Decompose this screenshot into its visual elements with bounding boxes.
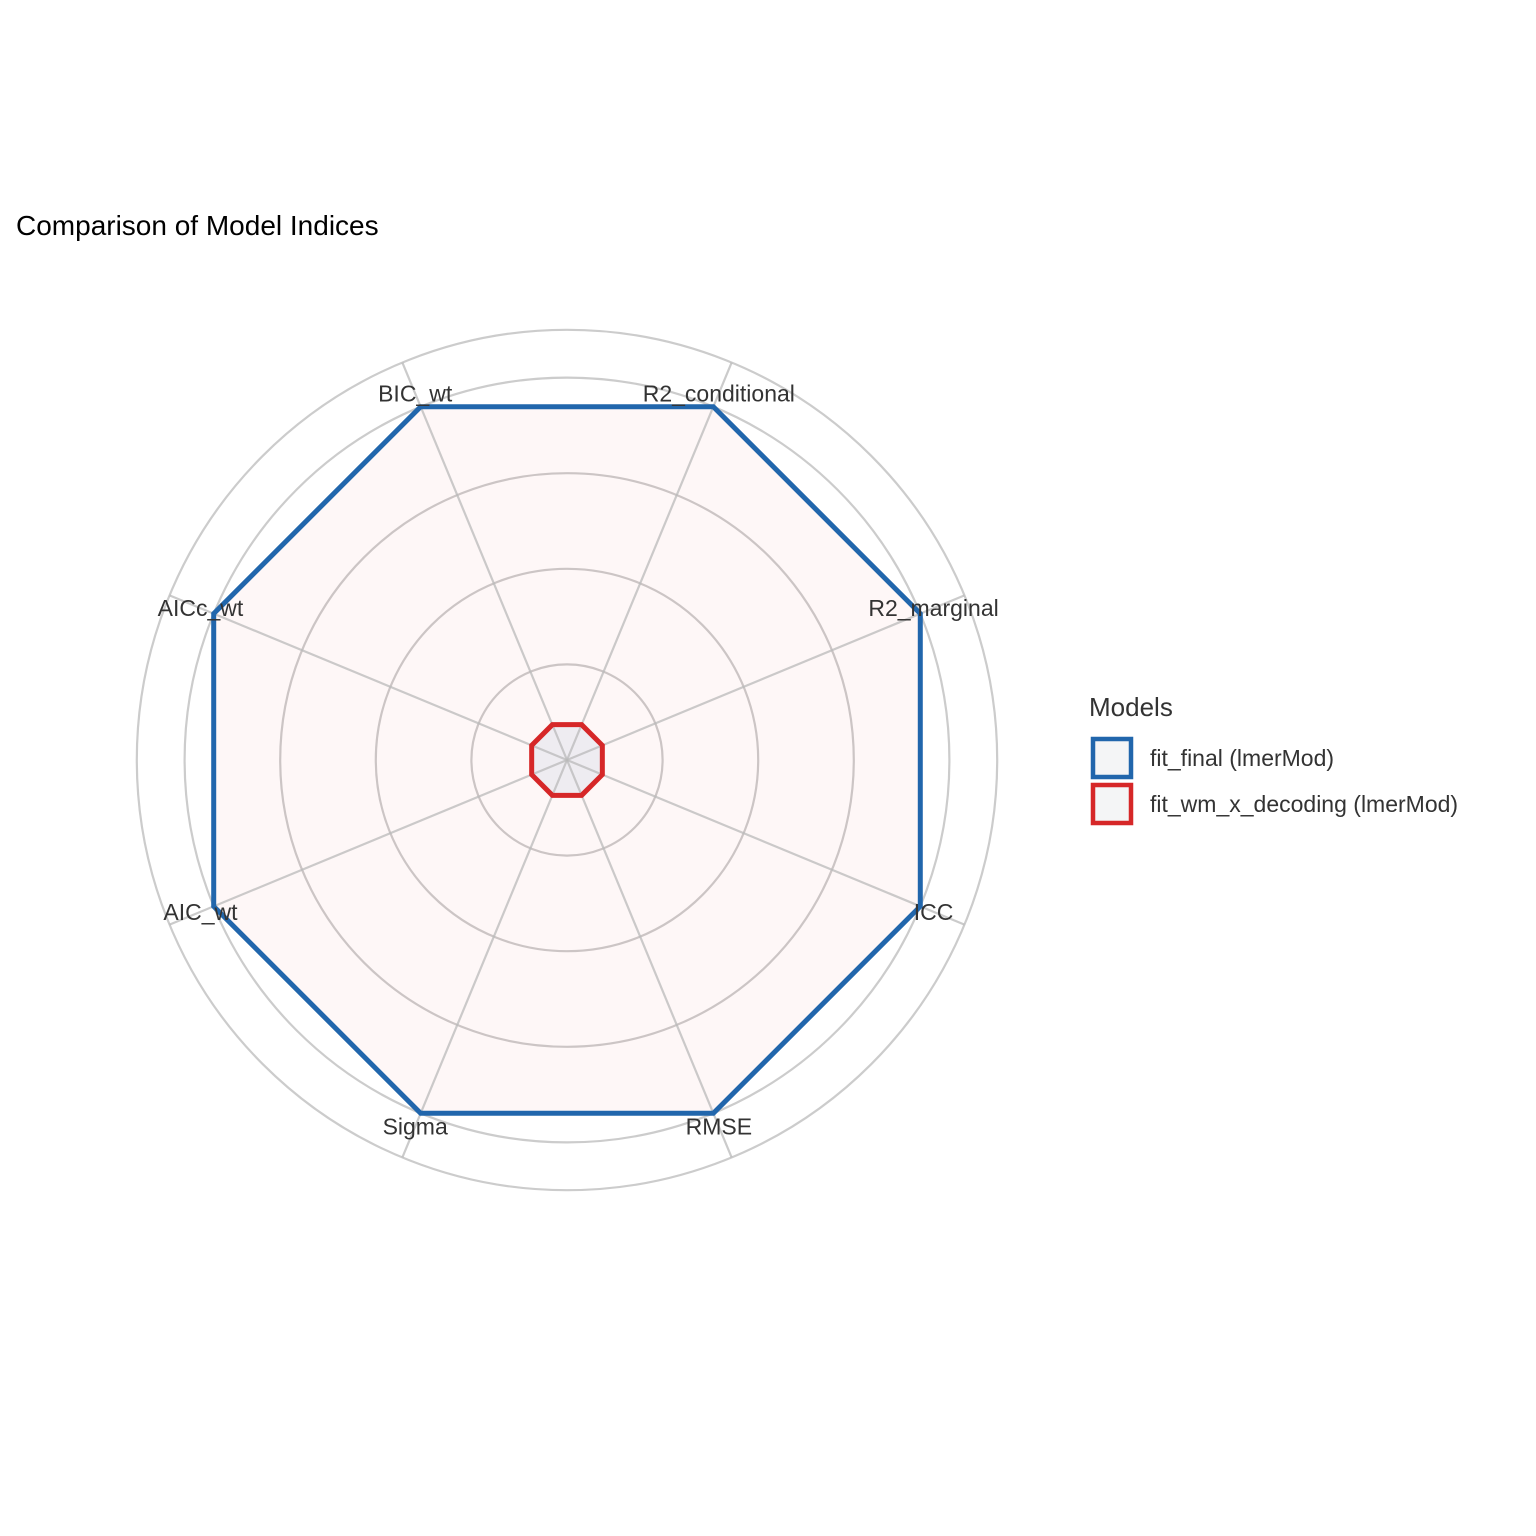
grid-circle-3 xyxy=(279,472,855,1048)
grid-circle-4 xyxy=(183,376,951,1144)
spoke-aicc-wt xyxy=(169,594,568,762)
grid xyxy=(135,328,999,1192)
legend-key-2 xyxy=(1090,782,1134,826)
grid-circle-1 xyxy=(470,663,664,857)
legend-label-1: fit_final (lmerMod) xyxy=(1150,745,1334,771)
legend-key-1 xyxy=(1090,736,1134,780)
spoke-r2-conditional xyxy=(565,362,733,761)
axis-label-r2-conditional: R2_conditional xyxy=(643,380,795,406)
grid-circle-2 xyxy=(374,567,760,953)
axis-labels: R2_conditional R2_marginal ICC RMSE Sigma AIC… xyxy=(158,380,999,1139)
spoke-bic-wt xyxy=(401,362,569,761)
spoke-r2-marginal xyxy=(566,594,965,762)
axis-label-rmse: RMSE xyxy=(686,1114,752,1140)
axis-label-r2-marginal: R2_marginal xyxy=(868,595,998,621)
legend-title: Models xyxy=(1089,692,1173,722)
spoke-aic-wt xyxy=(169,758,568,926)
series-layer xyxy=(169,362,965,1158)
spoke-icc xyxy=(566,758,965,926)
grid-circle-5 xyxy=(135,328,999,1192)
chart-title: Comparison of Model Indices xyxy=(16,210,379,241)
axis-label-bic-wt: BIC_wt xyxy=(378,380,453,406)
legend: Models fit_final (lmerMod) fit_wm_x_decod… xyxy=(1089,692,1458,826)
axis-label-sigma: Sigma xyxy=(383,1114,448,1140)
axis-label-aicc-wt: AICc_wt xyxy=(158,595,244,621)
spoke-rmse xyxy=(565,759,733,1158)
spoke-sigma xyxy=(401,759,569,1158)
axis-label-aic-wt: AIC_wt xyxy=(163,899,238,925)
axis-label-icc: ICC xyxy=(914,899,954,925)
legend-label-2: fit_wm_x_decoding (lmerMod) xyxy=(1150,791,1458,817)
